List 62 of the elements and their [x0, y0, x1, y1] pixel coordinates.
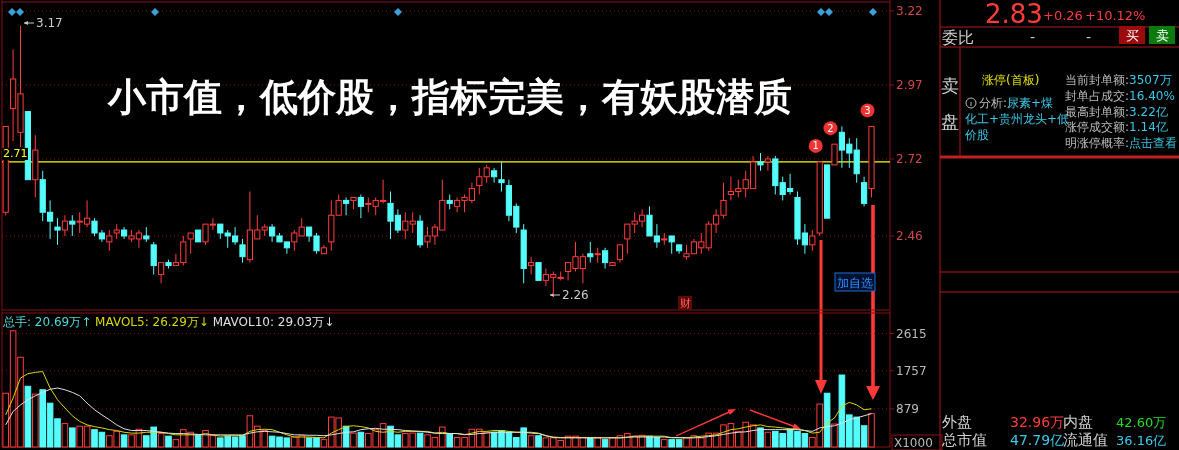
text: -: [1086, 29, 1092, 45]
y-tick-label: 2.46: [896, 228, 923, 243]
text: 32.96万: [1010, 414, 1065, 430]
bar: [416, 432, 424, 448]
y-tick-label: 879: [896, 401, 919, 416]
bar: [868, 413, 875, 448]
text: -: [1030, 29, 1036, 45]
annotation: 加自选: [837, 276, 873, 290]
text: 42.60万: [1116, 414, 1167, 430]
text: +10.12%: [1085, 7, 1146, 23]
annotation: 1: [812, 140, 819, 152]
y-tick-label: 2615: [896, 326, 927, 341]
bar: [594, 437, 601, 448]
bar: [194, 434, 202, 448]
text: 涨停(首板): [982, 73, 1040, 87]
bar: [24, 385, 32, 448]
text: 总市值: [941, 431, 987, 449]
text: 卖盘: [941, 74, 959, 132]
text: 小市值，低价股，指标完美，有妖股潜质: [107, 75, 792, 119]
bar: [157, 433, 165, 448]
text: 买: [1125, 27, 1139, 43]
text: MAVOL5: 26.29万↓: [95, 315, 213, 329]
bar: [587, 437, 594, 448]
y-tick-label: 2.97: [896, 77, 923, 92]
text: 明涨停概率:点击查看: [1065, 136, 1178, 150]
text: +0.26: [1043, 7, 1083, 23]
y-tick-label: 2.72: [896, 151, 923, 166]
annotation: 3.17: [36, 16, 63, 30]
text: 外盘: [942, 413, 972, 431]
bar: [757, 427, 764, 448]
text: 当前封单额:3507万: [1065, 73, 1172, 87]
bar: [61, 423, 69, 448]
text: MAVOL10: 29.03万↓: [212, 315, 335, 329]
text: 卖: [1155, 27, 1169, 43]
bar: [601, 439, 609, 448]
bar: [535, 435, 542, 448]
bar: [661, 439, 668, 448]
bar: [764, 431, 772, 448]
bar: [831, 423, 838, 448]
annotation: 2: [827, 122, 834, 134]
series-label: 总手: 20.69万↑: [2, 315, 96, 329]
bar: [120, 434, 128, 448]
ref-line-label: 2.71: [3, 147, 28, 161]
text: 流通值: [1063, 431, 1108, 449]
annotation: 2.26: [562, 288, 589, 302]
bar: [527, 435, 535, 448]
bar: [357, 431, 365, 448]
annotation: 财: [679, 296, 691, 310]
text: 2.83: [985, 0, 1043, 29]
bar: [69, 427, 76, 448]
annotation: 3: [864, 104, 871, 116]
bar: [446, 433, 453, 448]
bar: [32, 393, 39, 448]
y-tick-label: 1757: [896, 363, 927, 378]
text: X1000: [894, 436, 933, 450]
text: 委比: [942, 27, 974, 47]
y-tick-label: 3.22: [896, 3, 923, 18]
bar: [165, 435, 172, 448]
bar: [350, 432, 357, 448]
text: 47.79亿: [1010, 432, 1065, 448]
text: 36.16亿: [1116, 432, 1167, 448]
text: 内盘: [1063, 413, 1093, 431]
